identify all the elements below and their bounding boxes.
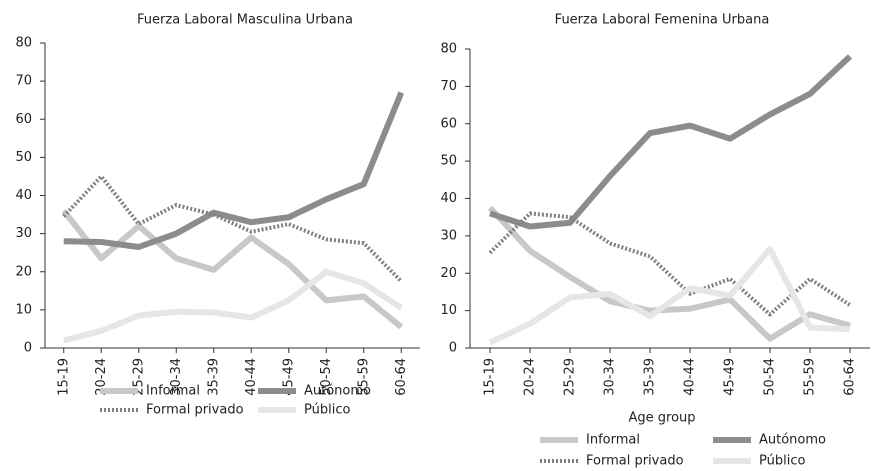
y-tick-label: 40: [15, 188, 32, 203]
legend-label: Público: [759, 454, 805, 469]
legend-label: Formal privado: [146, 403, 244, 418]
y-tick-label: 70: [15, 74, 32, 89]
x-tick-label: 45-49: [281, 358, 296, 396]
y-tick-label: 50: [440, 154, 457, 169]
y-tick-label: 10: [440, 303, 457, 318]
x-tick-label: 30-34: [603, 358, 618, 396]
legend-label: Formal privado: [586, 454, 684, 469]
series-line: [61, 208, 404, 330]
y-tick-label: 0: [449, 341, 457, 356]
x-tick-label: 50-54: [763, 358, 778, 396]
y-tick-label: 30: [15, 226, 32, 241]
x-tick-label: 45-49: [723, 358, 738, 396]
x-tick-label: 20-24: [94, 358, 109, 396]
y-tick-label: 10: [15, 302, 32, 317]
chart-title: Fuerza Laboral Masculina Urbana: [137, 13, 353, 28]
y-tick-label: 80: [440, 42, 457, 57]
x-tick-label: 50-54: [319, 358, 334, 396]
legend-label: Informal: [146, 384, 200, 399]
series-line: [488, 211, 852, 317]
x-tick-label: 55-59: [803, 358, 818, 396]
series-line: [63, 91, 405, 250]
y-tick-label: 80: [15, 36, 32, 51]
series-line: [63, 268, 403, 344]
legend-label: Informal: [586, 433, 640, 448]
y-tick-label: 50: [15, 150, 32, 165]
legend-label: Público: [304, 403, 350, 418]
x-axis-label: Age group: [628, 411, 695, 426]
x-tick-label: 30-34: [169, 358, 184, 396]
chart-title: Fuerza Laboral Femenina Urbana: [555, 13, 770, 28]
y-tick-label: 20: [15, 264, 32, 279]
legend-label: Autónomo: [304, 384, 371, 399]
x-tick-label: 15-19: [483, 358, 498, 396]
y-tick-label: 60: [440, 116, 457, 131]
series-line: [487, 205, 851, 342]
series-line: [62, 174, 403, 283]
x-tick-label: 55-59: [356, 358, 371, 396]
y-tick-label: 60: [15, 112, 32, 127]
x-tick-label: 40-44: [244, 358, 259, 396]
x-tick-label: 60-64: [394, 358, 409, 396]
y-tick-label: 70: [440, 79, 457, 94]
series-line: [489, 54, 853, 230]
legend-label: Autónomo: [759, 433, 826, 448]
x-tick-label: 25-29: [131, 358, 146, 396]
y-tick-label: 20: [440, 266, 457, 281]
x-tick-label: 20-24: [523, 358, 538, 396]
x-tick-label: 60-64: [843, 358, 858, 396]
series-line: [488, 245, 851, 346]
y-tick-label: 40: [440, 191, 457, 206]
x-tick-label: 35-39: [643, 358, 658, 396]
y-tick-label: 0: [24, 341, 32, 356]
x-tick-label: 25-29: [563, 358, 578, 396]
x-tick-label: 35-39: [206, 358, 221, 396]
x-tick-label: 40-44: [683, 358, 698, 396]
x-tick-label: 15-19: [56, 358, 71, 396]
y-tick-label: 30: [440, 228, 457, 243]
